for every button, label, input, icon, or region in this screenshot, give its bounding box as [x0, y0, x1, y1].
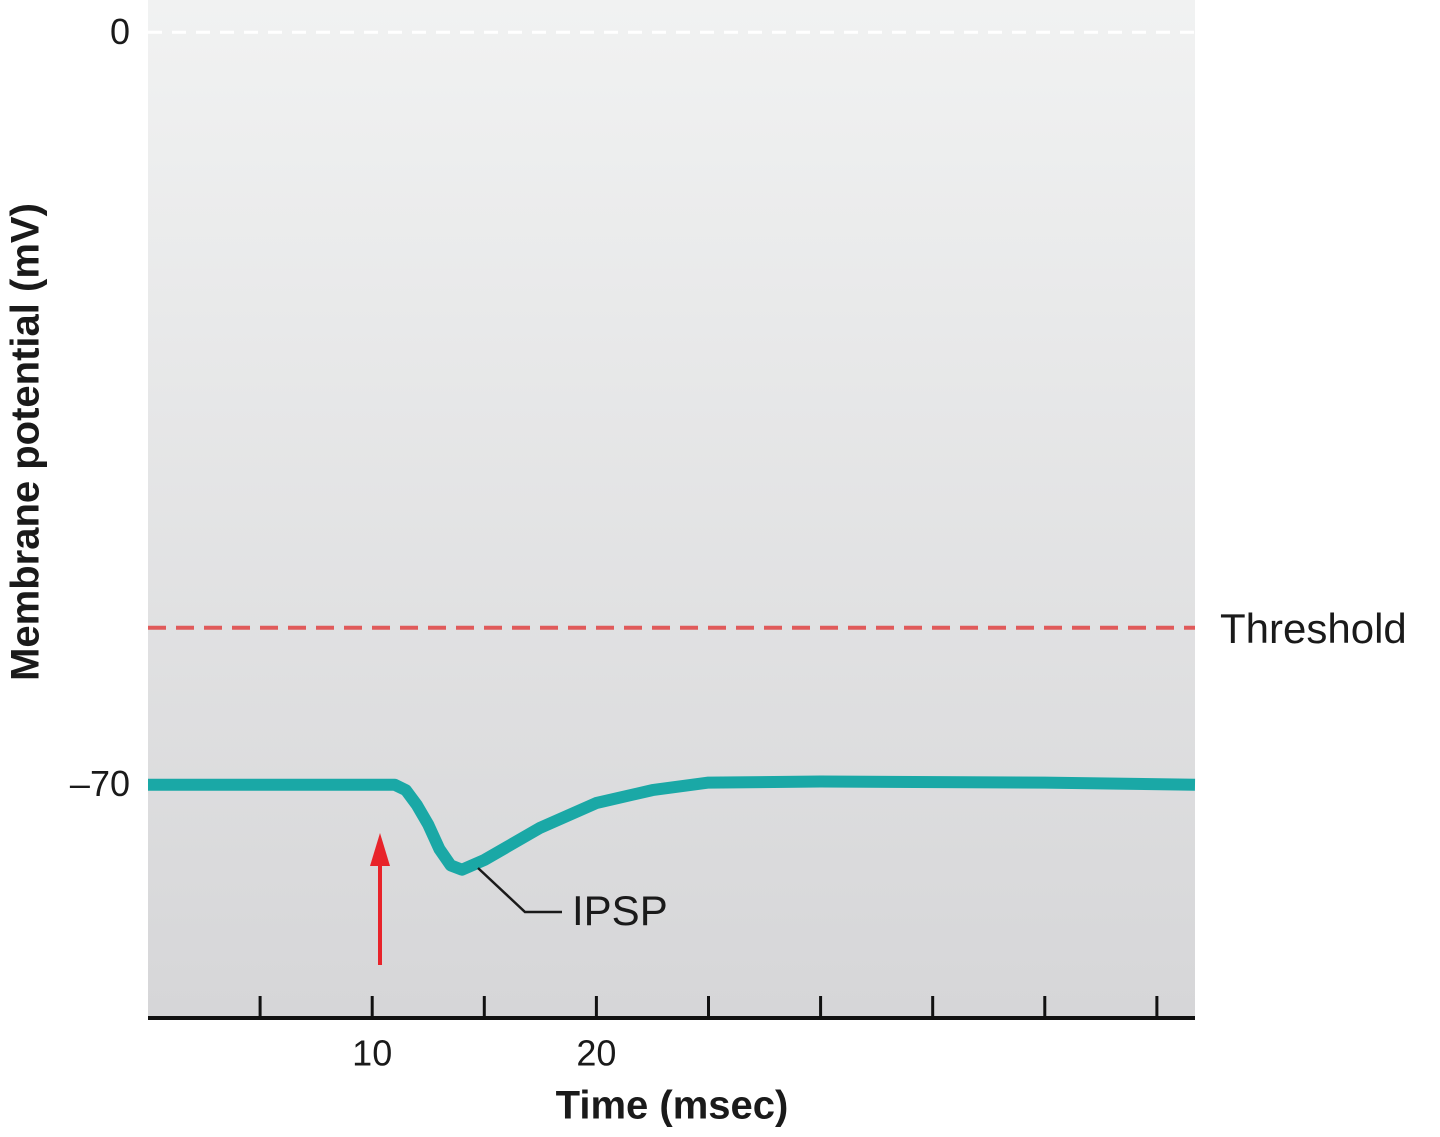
x-tick-label: 20 [576, 1033, 616, 1074]
y-tick-label: 0 [110, 11, 130, 52]
marks [148, 30, 1196, 876]
x-axis-title: Time (msec) [556, 1084, 789, 1128]
plot-area [148, 0, 1195, 1018]
annotation-leader [477, 867, 562, 914]
y-axis-title: Membrane potential (mV) [4, 203, 48, 681]
data-line [148, 775, 1196, 876]
stimulus-arrowhead [370, 833, 390, 866]
x-tick-label: 10 [352, 1033, 392, 1074]
y-tick-label: –70 [70, 763, 130, 804]
threshold-label: Threshold [1220, 605, 1407, 652]
annotation: IPSP [572, 887, 668, 934]
